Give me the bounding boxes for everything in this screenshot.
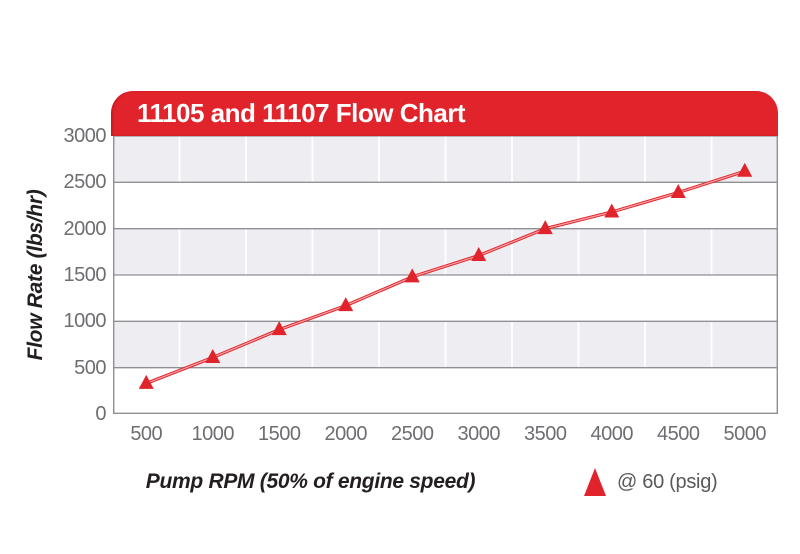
y-tick-label: 0 [95,403,106,425]
y-tick-label: 1000 [63,310,107,333]
data-point-triangle-icon [670,184,686,199]
x-tick-label: 5000 [723,423,767,445]
y-tick-label: 2500 [63,171,107,194]
data-point-triangle-icon [205,348,221,363]
x-tick-label: 1000 [191,423,235,445]
x-tick-label: 4500 [657,423,700,445]
x-axis-title: Pump RPM (50% of engine speed) [145,470,476,493]
plot-border [113,136,778,414]
y-tick-label: 2000 [63,217,107,240]
legend-label: @ 60 (psig) [617,470,718,493]
chart-title: 11105 and 11107 Flow Chart [137,98,466,128]
data-point-triangle-icon [271,321,287,336]
x-tick-label: 4000 [590,423,634,445]
x-tick-label: 3500 [524,423,567,445]
legend: @ 60 (psig) [584,468,718,496]
chart-title-banner: 11105 and 11107 Flow Chart [111,91,778,136]
plot-area [113,136,778,414]
y-tick-label: 1500 [63,264,107,286]
x-tick-label: 2000 [324,423,368,445]
data-point-triangle-icon [138,374,154,389]
legend-triangle-icon [584,468,606,496]
x-tick-label: 3000 [457,423,501,445]
data-point-triangle-icon [404,268,420,283]
y-tick-label: 500 [74,356,106,379]
y-tick-label: 3000 [63,125,107,147]
x-tick-label: 1500 [258,423,301,445]
data-point-triangle-icon [737,162,753,177]
data-point-triangle-icon [471,247,487,262]
x-tick-label: 500 [130,423,163,445]
series-line-highlight [146,170,745,384]
x-tick-label: 2500 [391,423,434,445]
data-point-triangle-icon [604,203,620,218]
data-point-triangle-icon [537,220,553,235]
data-point-triangle-icon [338,297,354,312]
